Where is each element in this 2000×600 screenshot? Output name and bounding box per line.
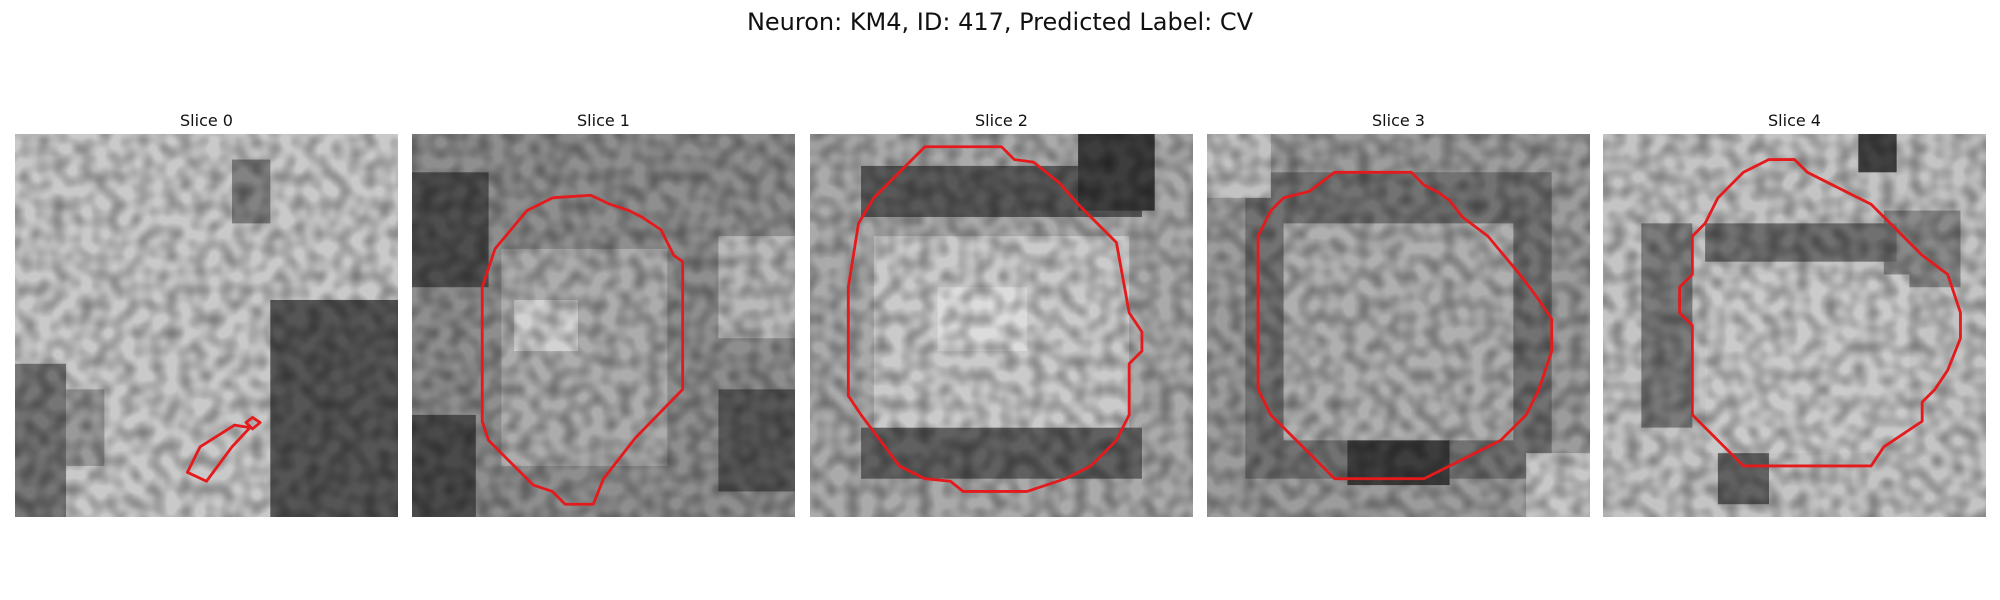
slice-panel-1: Slice 1 <box>412 108 795 517</box>
contour-overlay <box>846 145 1144 493</box>
panel-title: Slice 4 <box>1768 111 1821 130</box>
slice-panel-3: Slice 3 <box>1207 108 1590 517</box>
slice-image-0 <box>15 134 398 517</box>
figure-title: Neuron: KM4, ID: 417, Predicted Label: C… <box>746 8 1254 36</box>
panel-title: Slice 2 <box>975 111 1028 130</box>
slice-image-2 <box>810 134 1193 517</box>
slice-panel-0: Slice 0 <box>15 108 398 517</box>
contour-overlay <box>1678 158 1962 468</box>
slice-panel-4: Slice 4 <box>1603 108 1986 517</box>
slice-image-1 <box>412 134 795 517</box>
panel-title: Slice 1 <box>577 111 630 130</box>
contour-overlay <box>185 416 262 483</box>
contour-overlay <box>1256 170 1554 481</box>
slice-image-4 <box>1603 134 1986 517</box>
slice-panel-2: Slice 2 <box>810 108 1193 517</box>
panel-title: Slice 0 <box>180 111 233 130</box>
panel-title: Slice 3 <box>1372 111 1425 130</box>
slice-image-3 <box>1207 134 1590 517</box>
contour-overlay <box>480 193 685 506</box>
